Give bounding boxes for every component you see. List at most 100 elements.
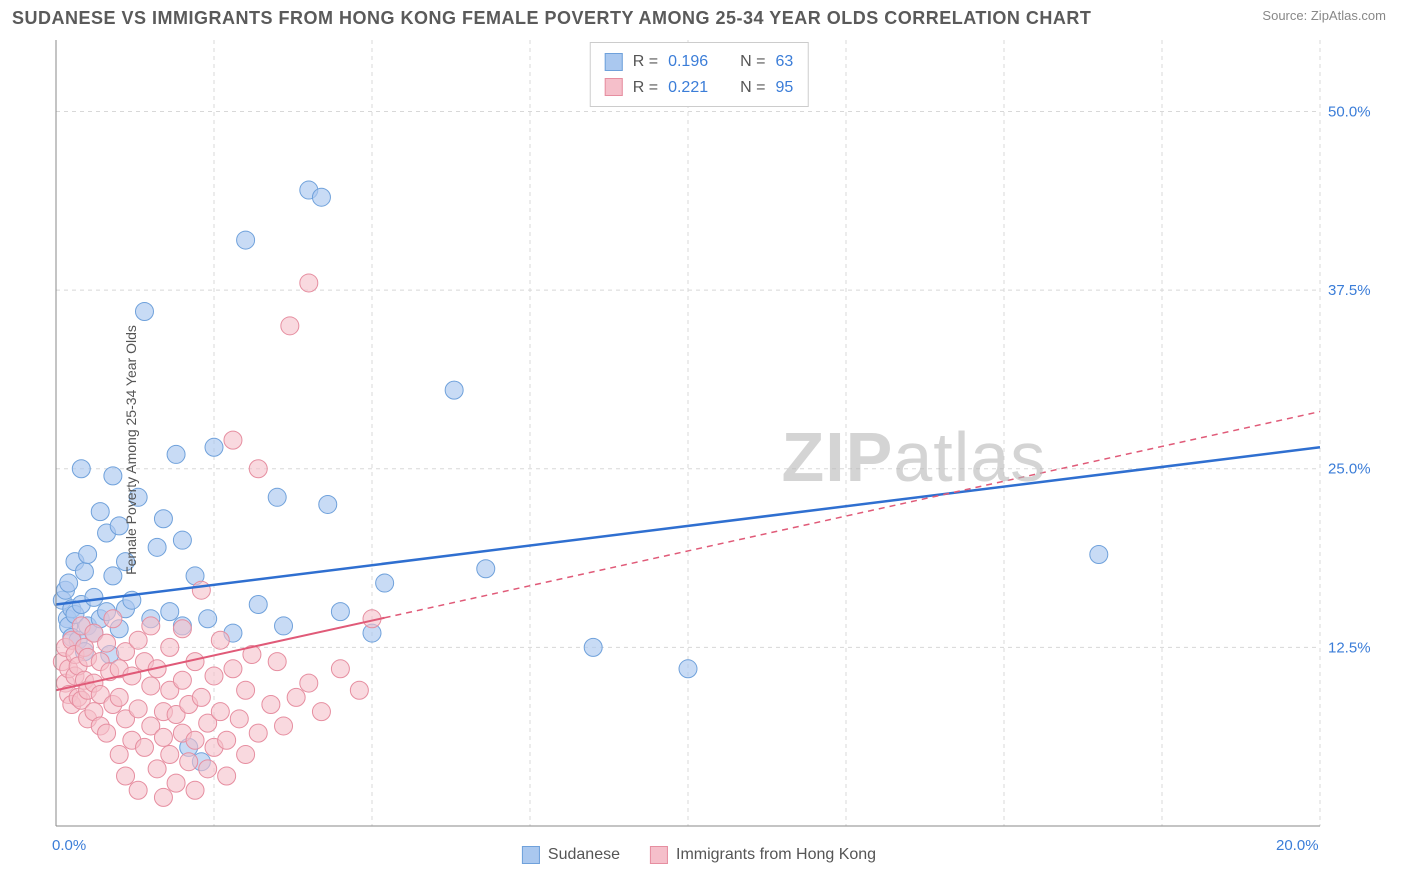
hongkong-point: [300, 674, 318, 692]
legend-stats: R =0.196N =63R = 0.221 N = 95: [590, 42, 809, 107]
chart-header: SUDANESE VS IMMIGRANTS FROM HONG KONG FE…: [0, 0, 1406, 33]
legend-stats-row: R =0.196N =63: [605, 49, 794, 75]
hongkong-point: [268, 653, 286, 671]
hongkong-point: [224, 660, 242, 678]
hongkong-point: [161, 746, 179, 764]
legend-swatch: [605, 78, 623, 96]
hongkong-point: [142, 617, 160, 635]
sudanese-point: [135, 303, 153, 321]
sudanese-point: [249, 595, 267, 613]
sudanese-point: [679, 660, 697, 678]
hongkong-point: [300, 274, 318, 292]
sudanese-point: [167, 445, 185, 463]
sudanese-trend-line: [56, 447, 1320, 604]
hongkong-point: [192, 581, 210, 599]
hongkong-point: [110, 688, 128, 706]
legend-n-label: N =: [740, 75, 765, 101]
hongkong-point: [237, 746, 255, 764]
legend-series-item: Sudanese: [522, 846, 620, 864]
hongkong-point: [129, 631, 147, 649]
sudanese-point: [104, 567, 122, 585]
hongkong-point: [199, 760, 217, 778]
sudanese-point: [91, 503, 109, 521]
hongkong-point: [98, 634, 116, 652]
hongkong-point: [249, 460, 267, 478]
sudanese-point: [161, 603, 179, 621]
legend-series: Sudanese Immigrants from Hong Kong: [522, 846, 876, 864]
hongkong-point: [192, 688, 210, 706]
hongkong-point: [123, 667, 141, 685]
hongkong-point: [331, 660, 349, 678]
sudanese-point: [199, 610, 217, 628]
svg-text:25.0%: 25.0%: [1328, 461, 1371, 478]
hongkong-point: [161, 638, 179, 656]
legend-series-item: Immigrants from Hong Kong: [650, 846, 876, 864]
legend-swatch: [650, 846, 668, 864]
sudanese-point: [312, 188, 330, 206]
hongkong-point: [104, 610, 122, 628]
hongkong-point: [129, 781, 147, 799]
svg-text:20.0%: 20.0%: [1276, 837, 1319, 854]
legend-series-name: Sudanese: [548, 846, 620, 864]
y-axis-label: Female Poverty Among 25-34 Year Olds: [123, 325, 139, 575]
svg-text:37.5%: 37.5%: [1328, 282, 1371, 299]
hongkong-point: [142, 677, 160, 695]
sudanese-point: [275, 617, 293, 635]
hongkong-point: [110, 746, 128, 764]
sudanese-point: [85, 588, 103, 606]
chart-title: SUDANESE VS IMMIGRANTS FROM HONG KONG FE…: [12, 8, 1091, 29]
hongkong-point: [186, 731, 204, 749]
sudanese-point: [205, 438, 223, 456]
source-attribution: Source: ZipAtlas.com: [1262, 8, 1386, 23]
hongkong-point: [218, 767, 236, 785]
sudanese-point: [319, 495, 337, 513]
hongkong-point: [350, 681, 368, 699]
svg-text:12.5%: 12.5%: [1328, 639, 1371, 656]
legend-stats-row: R = 0.221 N = 95: [605, 75, 794, 101]
sudanese-point: [60, 574, 78, 592]
sudanese-point: [75, 563, 93, 581]
sudanese-point: [331, 603, 349, 621]
hongkong-point: [312, 703, 330, 721]
hongkong-point: [287, 688, 305, 706]
hongkong-point: [173, 671, 191, 689]
legend-r-label: R =: [633, 49, 658, 75]
legend-r-value: 0.221: [668, 75, 708, 101]
legend-n-label: N =: [740, 49, 765, 75]
hongkong-point: [180, 753, 198, 771]
svg-text:50.0%: 50.0%: [1328, 103, 1371, 120]
hongkong-point: [224, 431, 242, 449]
sudanese-point: [104, 467, 122, 485]
hongkong-point: [148, 760, 166, 778]
sudanese-point: [477, 560, 495, 578]
sudanese-point: [154, 510, 172, 528]
hongkong-point: [186, 781, 204, 799]
hongkong-point: [135, 738, 153, 756]
hongkong-point: [218, 731, 236, 749]
hongkong-point: [129, 700, 147, 718]
sudanese-point: [376, 574, 394, 592]
hongkong-point: [262, 696, 280, 714]
hongkong-point: [230, 710, 248, 728]
sudanese-point: [268, 488, 286, 506]
hongkong-point: [173, 620, 191, 638]
hongkong-point: [249, 724, 267, 742]
hongkong-point: [237, 681, 255, 699]
sudanese-point: [173, 531, 191, 549]
hongkong-point: [154, 788, 172, 806]
hongkong-point: [211, 703, 229, 721]
legend-r-label: R =: [633, 75, 658, 101]
scatter-chart: 12.5% 25.0% 37.5% 50.0% 0.0% 20.0%: [12, 36, 1386, 864]
hongkong-point: [154, 728, 172, 746]
legend-series-name: Immigrants from Hong Kong: [676, 846, 876, 864]
sudanese-point: [445, 381, 463, 399]
sudanese-point: [79, 545, 97, 563]
hongkong-point: [211, 631, 229, 649]
legend-n-value: 95: [775, 75, 793, 101]
sudanese-point: [1090, 545, 1108, 563]
sudanese-point: [148, 538, 166, 556]
hongkong-point: [205, 667, 223, 685]
svg-text:0.0%: 0.0%: [52, 837, 86, 854]
hongkong-point: [117, 767, 135, 785]
legend-swatch: [605, 53, 623, 71]
